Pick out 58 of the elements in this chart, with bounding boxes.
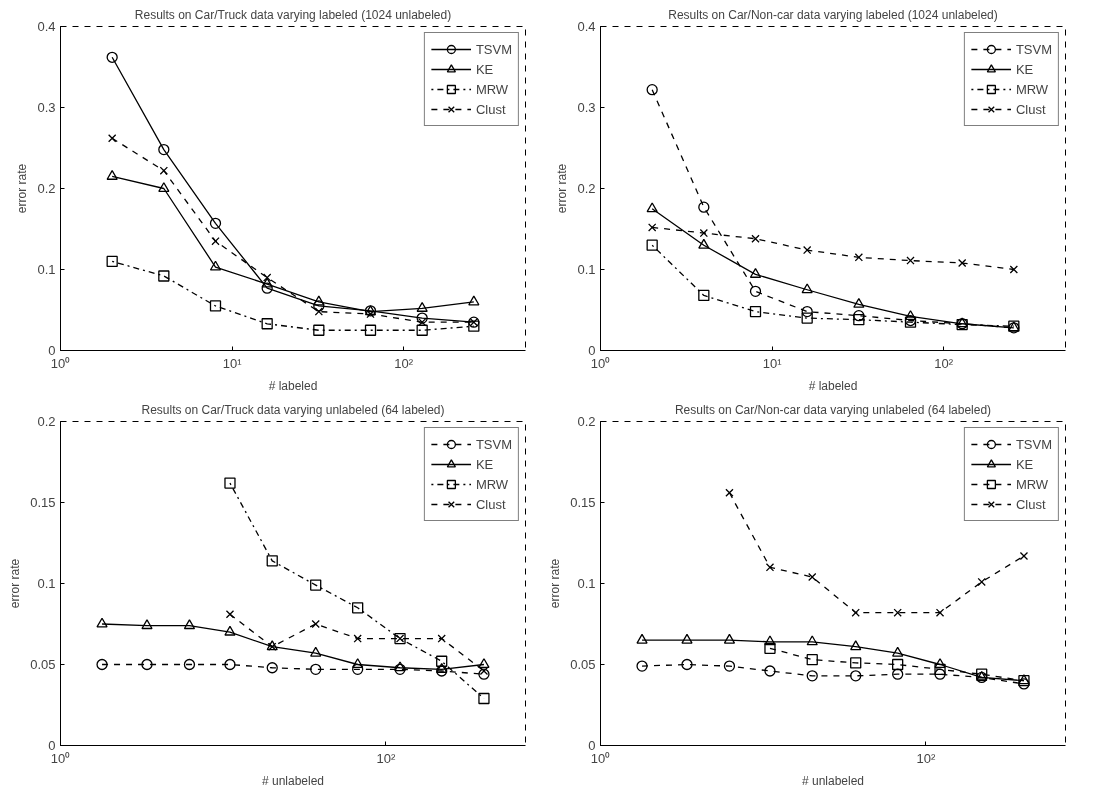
y-tick-label: 0.1 [37, 576, 56, 591]
legend-label: TSVM [475, 41, 512, 57]
legend-label: KE [1015, 61, 1035, 77]
y-tick-label: 0.1 [577, 576, 596, 591]
y-tick-label: 0.3 [37, 100, 56, 115]
x-tick-label: 10² [916, 750, 937, 766]
y-tick-label: 0.3 [577, 100, 596, 115]
x-tick-label: 10⁰ [50, 355, 71, 371]
legend-label: Clust [1015, 101, 1046, 117]
x-tick-label: 10² [376, 750, 397, 766]
x-axis-title: # unlabeled [801, 773, 865, 788]
y-tick-label: 0.15 [30, 495, 56, 510]
chart-title: Results on Car/Truck data varying labeled (1024 unlabeled) [134, 7, 452, 22]
y-tick-label: 0.4 [577, 19, 596, 34]
y-tick-label: 0.05 [570, 657, 596, 672]
y-axis-title: error rate [8, 558, 23, 609]
x-tick-label: 10² [394, 355, 414, 371]
legend-label: KE [475, 456, 495, 472]
chart-title: Results on Car/Truck data varying unlabeled (64 labeled) [141, 402, 445, 417]
legend-label: MRW [1015, 81, 1049, 97]
y-tick-label: 0.2 [577, 181, 596, 196]
legend-label: Clust [475, 101, 506, 117]
y-tick-label: 0.15 [570, 495, 596, 510]
legend-label: Clust [475, 496, 506, 512]
x-tick-label: 10¹ [222, 355, 243, 371]
chart-title: Results on Car/Non-car data varying labeled (1024 unlabeled) [668, 7, 998, 22]
legend-label: MRW [475, 81, 509, 97]
y-tick-label: 0 [48, 343, 56, 358]
legend-label: MRW [475, 476, 509, 492]
y-tick-label: 0 [588, 343, 596, 358]
x-axis-title: # labeled [808, 378, 858, 393]
y-tick-label: 0.05 [30, 657, 56, 672]
y-axis-title: error rate [548, 558, 563, 609]
legend-label: KE [1015, 456, 1035, 472]
legend-label: Clust [1015, 496, 1046, 512]
legend-label: TSVM [1015, 436, 1052, 452]
x-axis-title: # unlabeled [261, 773, 325, 788]
y-tick-label: 0.2 [577, 414, 596, 429]
legend-label: TSVM [475, 436, 512, 452]
y-tick-label: 0.2 [37, 414, 56, 429]
y-tick-label: 0.1 [577, 262, 596, 277]
y-axis-title: error rate [15, 163, 30, 214]
y-tick-label: 0.4 [37, 19, 56, 34]
x-tick-label: 10¹ [762, 355, 783, 371]
x-tick-label: 10² [934, 355, 954, 371]
x-tick-label: 10⁰ [50, 750, 71, 766]
legend-label: KE [475, 61, 495, 77]
y-tick-label: 0 [588, 738, 596, 753]
y-tick-label: 0.2 [37, 181, 56, 196]
y-tick-label: 0 [48, 738, 56, 753]
chart-title: Results on Car/Non-car data varying unlabeled (64 labeled) [674, 402, 992, 417]
x-axis-title: # labeled [268, 378, 318, 393]
legend-label: MRW [1015, 476, 1049, 492]
y-axis-title: error rate [555, 163, 570, 214]
x-tick-label: 10⁰ [590, 355, 611, 371]
legend-label: TSVM [1015, 41, 1052, 57]
x-tick-label: 10⁰ [590, 750, 611, 766]
y-tick-label: 0.1 [37, 262, 56, 277]
